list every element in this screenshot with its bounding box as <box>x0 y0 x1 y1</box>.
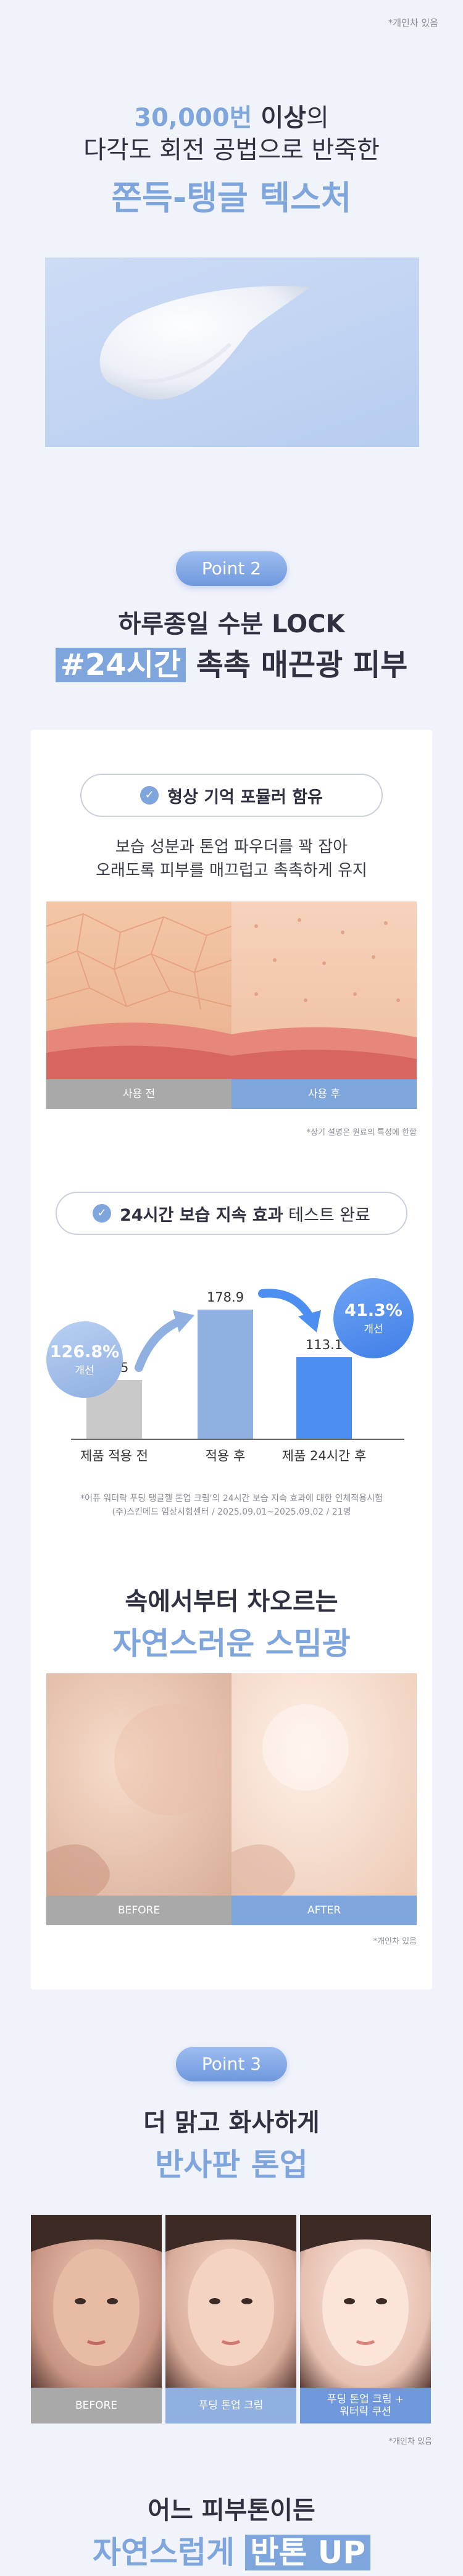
skin-after-image <box>231 901 417 1079</box>
test-note-line2: (주)스킨메드 임상시험센터 / 2025.09.01~2025.09.02 /… <box>112 1507 351 1517</box>
decrease-arrow <box>258 1289 313 1319</box>
point2-title-highlight: #24시간 <box>55 648 186 682</box>
bottom-line2: 자연스럽게 반톤 UP <box>0 2532 463 2574</box>
chart-bar-value: 178.9 <box>206 1290 244 1305</box>
test-note-line1: *어퓨 워터락 푸딩 탱글젤 톤업 크림'의 24시간 보습 지속 효과에 대한… <box>80 1494 383 1503</box>
top-note: *개인차 있음 <box>388 17 438 28</box>
increase-arrow-head <box>173 1310 194 1332</box>
chart-bar <box>296 1357 352 1439</box>
formula-pill: ✓ 형상 기억 포뮬러 함유 <box>80 774 383 817</box>
skin-before-label: 사용 전 <box>46 1079 231 1109</box>
point3-badge: Point 3 <box>176 2047 287 2081</box>
skin-before-image <box>46 901 231 1079</box>
point2-heading: 하루종일 수분 LOCK #24시간 촉촉 매끈광 피부 <box>0 608 463 685</box>
glow-before-label: BEFORE <box>46 1896 231 1925</box>
point2-title-rest: 촉촉 매끈광 피부 <box>186 648 408 682</box>
check-icon: ✓ <box>140 786 159 805</box>
chart-baseline <box>71 1439 404 1440</box>
chart-category-label: 적용 후 <box>205 1449 246 1463</box>
point2-badge: Point 2 <box>176 551 287 586</box>
formula-pill-label: 형상 기억 포뮬러 함유 <box>167 787 323 807</box>
formula-description: 보습 성분과 톤업 파우더를 꽉 잡아 오래도록 피부를 매끄럽고 촉촉하게 유… <box>0 835 463 882</box>
point2-title-line1: 하루종일 수분 LOCK <box>118 610 345 638</box>
decrease-arrow-head <box>298 1310 321 1332</box>
texture-headline: 쫀득-탱글 텍스처 <box>111 178 352 217</box>
bottom-line2-highlight: 반톤 UP <box>245 2535 371 2570</box>
improvement-callout: 126.8% 개선 <box>46 1321 123 1398</box>
face-cream-label-text: 푸딩 톤업 크림 <box>198 2399 264 2412</box>
glow-after-image <box>231 1673 417 1896</box>
texture-particle: 의 <box>306 104 329 132</box>
face-before-label-text: BEFORE <box>75 2399 118 2412</box>
face-cream-cushion-label: 푸딩 톤업 크림 + 워터락 쿠션 <box>300 2388 431 2423</box>
chart-category-label: 제품 적용 전 <box>80 1449 148 1463</box>
callout-value: 126.8% <box>49 1342 120 1361</box>
point3-heading: 더 맑고 화사하게 반사판 톤업 <box>0 2107 463 2186</box>
glow-note: *개인차 있음 <box>373 1937 417 1946</box>
cream-texture-image <box>45 257 419 447</box>
bottom-line2-text: 자연스럽게 <box>92 2535 246 2570</box>
chart-category-label: 제품 24시간 후 <box>282 1449 367 1463</box>
glow-heading: 속에서부터 차오르는 자연스러운 스밈광 <box>0 1586 463 1665</box>
glow-before-image <box>46 1673 231 1896</box>
glow-line1: 속에서부터 차오르는 <box>125 1587 338 1616</box>
texture-line2: 다각도 회전 공법으로 반죽한 <box>83 136 380 164</box>
callout-label: 개선 <box>75 1365 94 1377</box>
formula-note: *상기 설명은 원료의 특성에 한함 <box>306 1128 417 1137</box>
face-before-image <box>31 2215 162 2388</box>
glow-after-label: AFTER <box>231 1896 417 1925</box>
point2-title-line2: #24시간 촉촉 매끈광 피부 <box>0 645 463 685</box>
improvement-callout: 41.3% 개선 <box>333 1278 414 1358</box>
chart-bar <box>198 1310 253 1439</box>
chart-bar-value: 113.1 <box>305 1337 343 1353</box>
face-cream-cushion-label-line2: 워터락 쿠션 <box>340 2406 391 2418</box>
point3-line1: 더 맑고 화사하게 <box>143 2109 320 2137</box>
face-cream-image <box>165 2215 296 2388</box>
face-cream-label: 푸딩 톤업 크림 <box>165 2388 296 2423</box>
formula-desc-line1: 보습 성분과 톤업 파우더를 꽉 잡아 <box>115 838 348 856</box>
point3-note: *개인차 있음 <box>388 2437 432 2446</box>
formula-desc-line2: 오래도록 피부를 매끄럽고 촉촉하게 유지 <box>96 861 367 880</box>
texture-count-suffix: 이상 <box>252 104 306 132</box>
check-icon: ✓ <box>93 1204 112 1223</box>
point3-line2: 반사판 톤업 <box>155 2147 308 2183</box>
texture-line1: 30,000번 이상의 <box>0 102 463 134</box>
test-note: *어퓨 워터락 푸딩 탱글젤 톤업 크림'의 24시간 보습 지속 효과에 대한… <box>0 1492 463 1519</box>
bottom-line1: 어느 피부톤이든 <box>148 2496 315 2525</box>
callout-value: 41.3% <box>344 1301 403 1320</box>
skin-after-label: 사용 후 <box>231 1079 417 1109</box>
moisture-test-pill: ✓ 24시간 보습 지속 효과 테스트 완료 <box>56 1192 407 1235</box>
increase-arrow <box>135 1317 183 1372</box>
glow-line2: 자연스러운 스밈광 <box>112 1626 351 1662</box>
callout-label: 개선 <box>364 1323 383 1336</box>
test-pill-rest: 테스트 완료 <box>283 1205 370 1225</box>
texture-count: 30,000번 <box>134 104 252 132</box>
texture-heading: 30,000번 이상의 다각도 회전 공법으로 반죽한 쫀득-탱글 텍스처 <box>0 102 463 219</box>
face-cream-cushion-label-line1: 푸딩 톤업 크림 + <box>327 2393 404 2406</box>
face-before-label: BEFORE <box>31 2388 162 2423</box>
bottom-heading: 어느 피부톤이든 자연스럽게 반톤 UP <box>0 2494 463 2574</box>
test-pill-bold: 24시간 보습 지속 효과 <box>120 1205 283 1225</box>
trend-arrows <box>135 1289 321 1372</box>
face-cream-cushion-image <box>300 2215 431 2388</box>
